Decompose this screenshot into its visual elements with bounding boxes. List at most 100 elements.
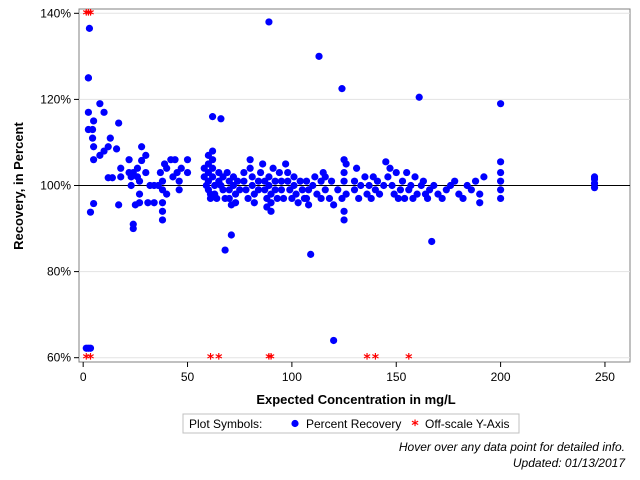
data-point-recovery[interactable] (254, 186, 263, 194)
data-point-off-scale[interactable]: * (207, 352, 215, 368)
data-point-recovery[interactable] (467, 186, 475, 194)
data-point-recovery[interactable] (117, 173, 125, 181)
data-point-recovery[interactable] (275, 168, 283, 177)
data-point-recovery[interactable] (246, 156, 254, 164)
data-point-recovery[interactable] (254, 177, 263, 185)
data-point-off-scale[interactable]: * (372, 352, 380, 368)
data-point-recovery[interactable] (330, 201, 338, 209)
data-point-off-scale[interactable]: * (83, 7, 91, 23)
data-point-recovery[interactable] (248, 181, 256, 190)
data-point-recovery[interactable] (321, 173, 329, 181)
data-point-recovery[interactable] (163, 164, 171, 172)
data-point-recovery[interactable] (325, 194, 334, 203)
data-point-recovery[interactable] (236, 186, 244, 194)
data-point-recovery[interactable] (340, 207, 348, 215)
data-point-recovery[interactable] (355, 194, 363, 203)
data-point-recovery[interactable] (144, 199, 152, 207)
data-point-recovery[interactable] (438, 194, 446, 203)
data-point-recovery[interactable] (392, 168, 400, 177)
data-point-recovery[interactable] (231, 199, 240, 207)
data-point-recovery[interactable] (227, 231, 235, 239)
data-point-recovery[interactable] (256, 168, 265, 177)
data-point-recovery[interactable] (304, 201, 313, 209)
data-point-recovery[interactable] (384, 173, 392, 181)
data-point-off-scale[interactable]: * (85, 7, 93, 23)
data-point-recovery[interactable] (158, 199, 167, 207)
data-point-recovery[interactable] (90, 156, 98, 164)
data-point-recovery[interactable] (419, 177, 427, 185)
data-point-recovery[interactable] (115, 201, 123, 209)
data-point-recovery[interactable] (183, 168, 192, 177)
data-point-recovery[interactable] (496, 186, 505, 194)
data-points[interactable]: ***** * * ** * * * (83, 7, 599, 368)
data-point-recovery[interactable] (90, 143, 98, 151)
data-point-recovery[interactable] (315, 52, 323, 60)
data-point-recovery[interactable] (496, 177, 505, 185)
data-point-off-scale[interactable]: * (267, 352, 275, 368)
data-point-recovery[interactable] (135, 199, 144, 207)
data-point-recovery[interactable] (342, 190, 350, 198)
data-point-recovery[interactable] (250, 199, 258, 207)
data-point-recovery[interactable] (271, 186, 279, 194)
data-point-recovery[interactable] (282, 160, 290, 168)
data-point-recovery[interactable] (284, 177, 292, 185)
data-point-recovery[interactable] (380, 181, 388, 190)
data-point-recovery[interactable] (338, 85, 346, 93)
data-point-recovery[interactable] (290, 173, 298, 181)
data-point-recovery[interactable] (590, 173, 599, 181)
data-point-recovery[interactable] (403, 168, 411, 177)
data-point-recovery[interactable] (340, 177, 348, 185)
data-point-recovery[interactable] (135, 190, 144, 198)
data-point-recovery[interactable] (240, 177, 248, 185)
data-point-recovery[interactable] (279, 194, 288, 203)
data-point-recovery[interactable] (388, 181, 396, 190)
data-point-recovery[interactable] (342, 160, 350, 168)
data-point-recovery[interactable] (496, 168, 505, 177)
data-point-recovery[interactable] (244, 194, 252, 203)
data-point-recovery[interactable] (350, 186, 359, 194)
data-point-recovery[interactable] (90, 199, 98, 208)
data-point-recovery[interactable] (294, 199, 302, 207)
data-point-recovery[interactable] (302, 177, 311, 185)
data-point-recovery[interactable] (428, 237, 436, 246)
data-point-recovery[interactable] (88, 125, 97, 134)
data-point-recovery[interactable] (208, 113, 217, 121)
data-point-off-scale[interactable]: * (87, 352, 95, 368)
data-point-recovery[interactable] (129, 224, 137, 233)
data-point-recovery[interactable] (480, 173, 488, 181)
data-point-recovery[interactable] (396, 186, 405, 194)
data-point-off-scale[interactable]: * (87, 7, 95, 23)
data-point-recovery[interactable] (398, 177, 407, 185)
data-point-recovery[interactable] (269, 164, 277, 172)
data-point-recovery[interactable] (259, 160, 267, 168)
data-point-recovery[interactable] (219, 186, 227, 194)
data-point-recovery[interactable] (373, 177, 382, 185)
data-point-recovery[interactable] (386, 164, 394, 172)
data-point-recovery[interactable] (334, 186, 342, 194)
data-point-recovery[interactable] (375, 190, 384, 198)
data-point-recovery[interactable] (213, 194, 221, 203)
data-point-recovery[interactable] (104, 143, 112, 151)
data-point-recovery[interactable] (423, 194, 432, 203)
data-point-recovery[interactable] (108, 174, 116, 182)
data-point-recovery[interactable] (411, 173, 419, 181)
data-point-recovery[interactable] (352, 164, 361, 172)
data-point-recovery[interactable] (365, 181, 373, 190)
data-point-recovery[interactable] (292, 190, 300, 198)
data-point-recovery[interactable] (290, 181, 298, 190)
data-point-recovery[interactable] (413, 190, 421, 198)
data-point-recovery[interactable] (430, 181, 438, 190)
data-point-recovery[interactable] (171, 156, 179, 164)
data-point-recovery[interactable] (138, 143, 146, 151)
data-point-recovery[interactable] (234, 177, 242, 185)
data-point-recovery[interactable] (96, 100, 104, 108)
data-point-recovery[interactable] (340, 168, 348, 177)
data-point-recovery[interactable] (357, 181, 365, 190)
data-point-recovery[interactable] (84, 108, 92, 116)
data-point-recovery[interactable] (175, 186, 183, 194)
data-point-off-scale[interactable]: * (363, 352, 371, 368)
data-point-recovery[interactable] (459, 194, 467, 203)
data-point-recovery[interactable] (106, 134, 114, 142)
data-point-recovery[interactable] (150, 199, 158, 207)
data-point-recovery[interactable] (415, 93, 423, 101)
